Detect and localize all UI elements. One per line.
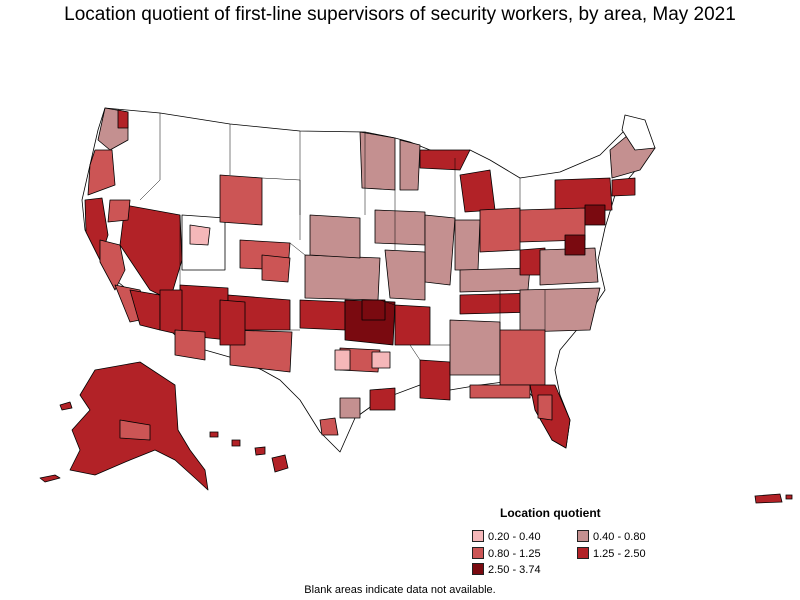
region-michigan-lp [459,169,496,213]
legend-swatch-3 [577,547,589,559]
region-missouri [384,249,426,301]
contiguous-us [81,107,656,453]
legend-title: Location quotient [500,506,601,520]
region-seattle [117,109,129,129]
region-louisiana [419,359,451,401]
region-texas-light [334,349,351,371]
region-arizona-s [174,329,206,361]
region-wyoming [219,174,263,226]
alaska [39,361,209,491]
region-new-york [554,177,613,213]
region-oklahoma-w [299,299,346,331]
area-boundaries [139,113,546,361]
region-dc-metro [564,234,586,256]
legend-swatch-4 [472,563,484,575]
region-utah-light [189,224,211,246]
region-c-california [99,239,126,291]
region-kansas [304,254,381,301]
region-hawaii-oahu [231,439,241,447]
region-illinois [424,214,456,286]
region-arizona-c [159,289,183,336]
region-texas-c [339,397,361,419]
region-nm-west [219,299,246,346]
region-texas-se [319,417,339,436]
region-nyc-metro [584,204,606,226]
legend-label-0: 0.20 - 0.40 [488,531,541,543]
legend-swatch-2 [472,547,484,559]
legend-label-3: 1.25 - 2.50 [593,548,646,560]
region-kentucky [459,267,531,293]
hawaii [209,431,289,473]
region-or-coast [87,149,116,196]
legend-swatch-0 [472,530,484,542]
region-georgia [499,329,546,386]
region-wisconsin-n [399,139,421,191]
region-indiana [454,219,481,271]
region-michigan-up [419,149,471,171]
region-texas-coast [369,387,396,411]
legend-label-4: 2.50 - 3.74 [488,564,541,576]
legend-item-3: 1.25 - 2.50 [577,547,646,561]
region-ohio [479,207,521,253]
region-hawaii-big [271,454,289,473]
region-hawaii-kauai [209,431,219,438]
legend-label-2: 0.80 - 1.25 [488,548,541,560]
region-oklahoma-ne [361,299,386,321]
region-massachusetts [611,177,636,197]
region-maine [621,114,656,151]
region-ms-al [449,319,501,376]
puerto-rico [754,493,793,504]
region-hawaii-maui [254,446,266,456]
footnote: Blank areas indicate data not available. [304,584,496,596]
region-nebraska [309,214,361,259]
region-arkansas [394,304,431,346]
legend-item-0: 0.20 - 0.40 [472,530,541,544]
region-colorado-south [261,254,291,283]
region-florida-panhandle [469,384,531,399]
alaska-aleutians [39,474,61,483]
region-iowa [374,209,426,246]
legend-swatch-1 [577,530,589,542]
region-nm-south [229,329,293,373]
region-texas-light-2 [371,351,391,369]
legend-label-1: 0.40 - 0.80 [593,531,646,543]
legend-item-1: 0.40 - 0.80 [577,530,646,544]
region-idaho-sw [107,199,131,223]
alaska-islands [59,401,73,411]
region-florida-central [537,394,553,421]
region-carolinas [519,287,601,333]
region-alaska-sw [119,419,151,441]
legend-item-4: 2.50 - 3.74 [472,563,541,577]
region-puerto-rico [754,493,783,504]
region-pr-islands [785,494,793,500]
legend-item-2: 0.80 - 1.25 [472,547,541,561]
map-title: Location quotient of first-line supervis… [64,4,736,25]
